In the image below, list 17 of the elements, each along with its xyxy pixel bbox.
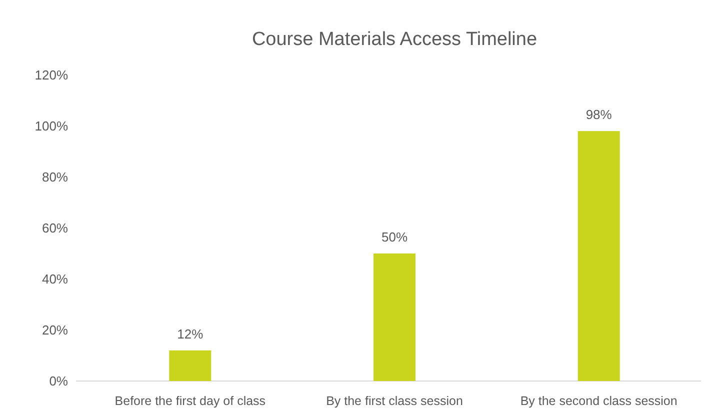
y-tick-label: 20%: [42, 322, 68, 338]
y-tick-label: 120%: [34, 68, 68, 83]
y-tick-label: 100%: [34, 118, 68, 134]
y-tick-label: 40%: [42, 272, 68, 287]
x-tick-label: By the first class session: [326, 394, 463, 408]
bar: [374, 254, 416, 381]
y-tick-label: 0%: [49, 374, 68, 389]
bar: [578, 131, 620, 381]
x-tick-label: By the second class session: [520, 394, 678, 408]
y-tick-label: 80%: [42, 170, 68, 185]
y-tick-label: 60%: [42, 220, 68, 236]
data-label: 50%: [381, 230, 408, 244]
bar: [169, 350, 212, 381]
data-label: 98%: [586, 107, 612, 122]
chart-title: Course Materials Access Timeline: [252, 29, 538, 50]
x-tick-label: Before the first day of class: [114, 394, 266, 408]
data-label: 12%: [177, 326, 204, 342]
